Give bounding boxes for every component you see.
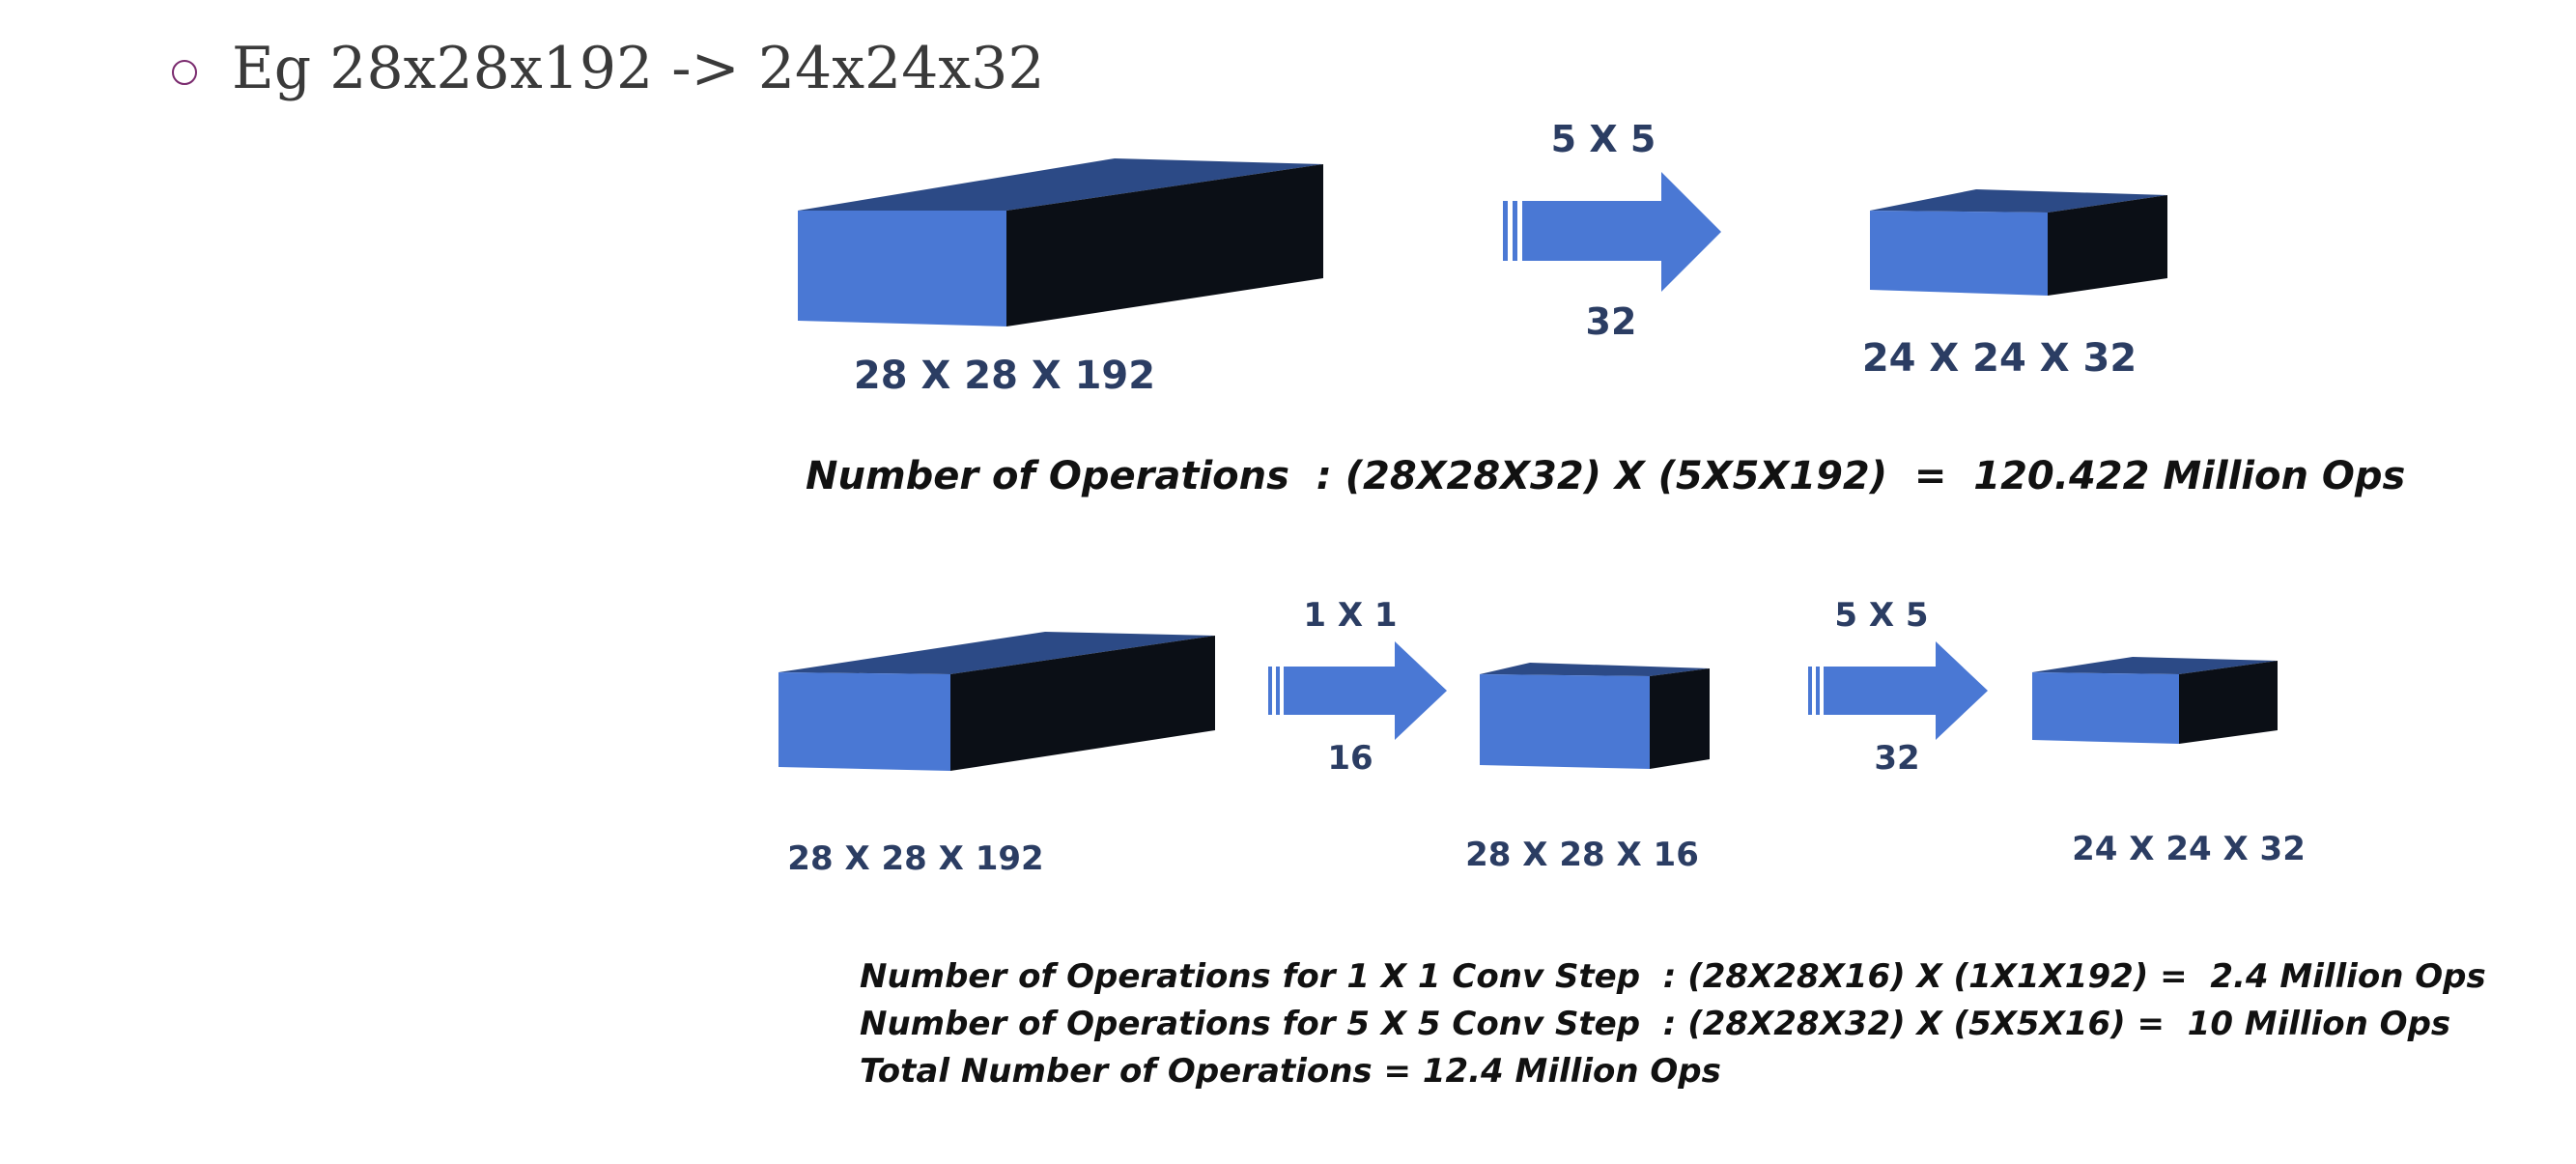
naive-input-block: [798, 158, 1323, 326]
naive-output-label: 24 X 24 X 32: [1862, 336, 2137, 381]
hollow-circle-bullet-icon: [172, 60, 197, 85]
bottleneck-input-label: 28 X 28 X 192: [787, 839, 1043, 878]
naive-filter-count: 32: [1586, 300, 1637, 343]
bottleneck-output-label: 24 X 24 X 32: [2072, 830, 2306, 868]
ops-line-1x1: Number of Operations for 1 X 1 Conv Step…: [860, 957, 2486, 996]
middle-block: [1480, 663, 1710, 769]
conv2-count: 32: [1874, 739, 1919, 778]
conv1-count: 16: [1327, 739, 1373, 778]
ops-line-total: Total Number of Operations = 12.4 Millio…: [860, 1052, 1721, 1091]
conv1-arrow-icon: [1268, 641, 1447, 740]
ops-line-5x5: Number of Operations for 5 X 5 Conv Step…: [860, 1005, 2450, 1043]
conv2-size: 5 X 5: [1834, 596, 1928, 635]
naive-arrow-icon: [1503, 172, 1721, 292]
bottleneck-output-block: [2032, 657, 2278, 744]
heading-row: Eg 28x28x192 -> 24x24x32: [172, 35, 1045, 102]
naive-filter-size: 5 X 5: [1551, 118, 1656, 160]
naive-ops-text: Number of Operations : (28X28X32) X (5X5…: [806, 454, 2405, 498]
naive-output-block: [1870, 189, 2167, 296]
bottleneck-input-block: [778, 632, 1215, 771]
conv2-arrow-icon: [1808, 641, 1988, 740]
heading-text: Eg 28x28x192 -> 24x24x32: [232, 35, 1045, 102]
naive-input-label: 28 X 28 X 192: [854, 354, 1155, 398]
middle-label: 28 X 28 X 16: [1465, 836, 1699, 874]
conv1-size: 1 X 1: [1303, 596, 1397, 635]
